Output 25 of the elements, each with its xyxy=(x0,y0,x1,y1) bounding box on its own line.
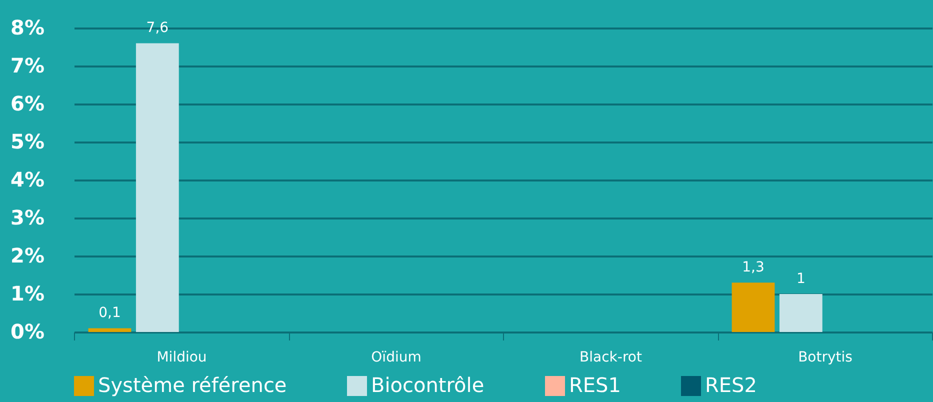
legend-label: RES1 xyxy=(569,373,621,397)
data-label: 1 xyxy=(796,271,806,287)
x-tick-label: Botrytis xyxy=(798,350,852,366)
legend-label: Biocontrôle xyxy=(371,373,484,397)
y-tick-label: 5% xyxy=(10,130,44,154)
data-label: 7,6 xyxy=(146,20,169,36)
y-tick-label: 4% xyxy=(10,168,44,192)
bar xyxy=(779,294,822,332)
y-tick-label: 8% xyxy=(10,16,44,40)
legend-label: RES2 xyxy=(705,373,757,397)
y-tick-label: 7% xyxy=(10,54,44,78)
bar xyxy=(136,43,179,332)
y-tick-label: 6% xyxy=(10,92,44,116)
bar xyxy=(88,328,132,332)
y-tick-label: 1% xyxy=(10,282,44,306)
x-tick-label: Oïdium xyxy=(371,350,422,366)
y-tick-label: 3% xyxy=(10,206,44,230)
x-tick-label: Mildiou xyxy=(156,350,207,366)
x-tick-label: Black-rot xyxy=(580,350,642,366)
y-tick-label: 2% xyxy=(10,244,44,268)
bar xyxy=(732,282,775,332)
data-label: 0,1 xyxy=(98,305,121,322)
y-tick-label: 0% xyxy=(10,320,44,344)
data-label: 1,3 xyxy=(742,260,764,276)
legend-label: Système référence xyxy=(98,373,287,397)
